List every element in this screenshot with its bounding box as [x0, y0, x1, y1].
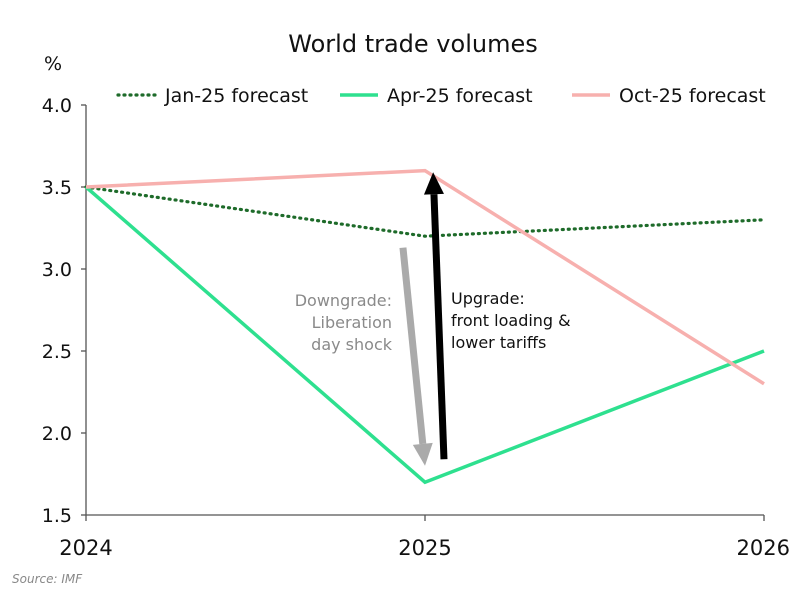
- legend: Jan-25 forecast Apr-25 forecast Oct-25 for…: [116, 85, 766, 107]
- source-note: Source: IMF: [12, 572, 83, 586]
- annotation-arrow-shaft: [399, 247, 427, 445]
- series-line-jan-25-forecast: [84, 185, 766, 238]
- annotation-arrowhead: [412, 442, 433, 466]
- legend-label: Apr-25 forecast: [387, 85, 533, 107]
- y-tick-label: 2.5: [42, 341, 72, 363]
- annotations: Downgrade: Liberation day shock Upgrade: fro…: [295, 172, 571, 466]
- annotation-arrowhead: [423, 172, 444, 195]
- series-group: [84, 168, 766, 485]
- annotation-text-downgrade: Downgrade:: [295, 291, 392, 310]
- y-axis-label: %: [44, 53, 62, 75]
- annotation-text-downgrade: Liberation: [312, 313, 392, 332]
- series-line-oct-25-forecast: [85, 168, 765, 386]
- chart-title: World trade volumes: [288, 30, 537, 58]
- y-tick-label: 3.5: [42, 177, 72, 199]
- annotation-text-upgrade: Upgrade:: [451, 289, 525, 308]
- y-tick-label: 2.0: [42, 423, 72, 445]
- axes: 1.5 2.0 2.5 3.0 3.5 4.0 2024 2025 2026: [42, 95, 790, 560]
- annotation-text-downgrade: day shock: [311, 335, 393, 354]
- y-tick-label: 1.5: [42, 505, 72, 527]
- legend-label: Oct-25 forecast: [619, 85, 766, 107]
- legend-label: Jan-25 forecast: [164, 85, 308, 107]
- series-line-apr-25-forecast: [84, 185, 765, 485]
- x-tick-label: 2026: [737, 536, 790, 560]
- annotation-arrow-shaft: [430, 194, 448, 460]
- y-tick-label: 3.0: [42, 259, 72, 281]
- y-tick-label: 4.0: [42, 95, 72, 117]
- x-tick-label: 2024: [59, 536, 112, 560]
- annotation-text-upgrade: lower tariffs: [451, 333, 546, 352]
- annotation-text-upgrade: front loading &: [451, 311, 571, 330]
- x-tick-label: 2025: [398, 536, 451, 560]
